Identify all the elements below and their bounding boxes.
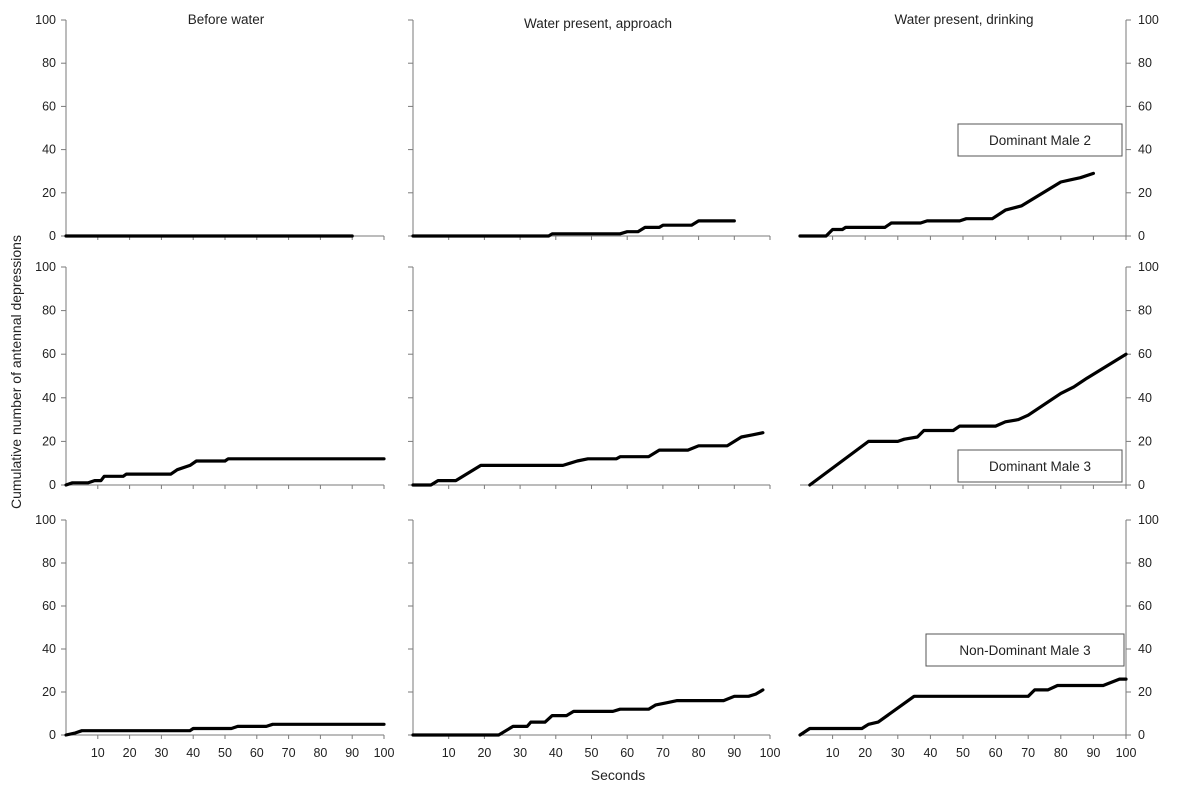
- x-tick-label: 70: [656, 746, 670, 760]
- legend-box-dominant-male-2: Dominant Male 2: [957, 123, 1123, 157]
- x-tick-label: 90: [345, 746, 359, 760]
- x-tick-label: 60: [989, 746, 1003, 760]
- y-tick-label: 80: [42, 556, 56, 570]
- x-tick-label: 90: [727, 746, 741, 760]
- y-tick-label: 100: [1138, 13, 1159, 27]
- x-tick-label: 20: [477, 746, 491, 760]
- y-tick-label: 60: [1138, 347, 1152, 361]
- x-tick-label: 60: [620, 746, 634, 760]
- x-tick-label: 70: [282, 746, 296, 760]
- x-tick-label: 10: [826, 746, 840, 760]
- panel-r1-c2: 0 20 40 60 80 100: [800, 260, 1159, 492]
- y-axis-label: Cumulative number of antennal depression…: [8, 235, 24, 509]
- x-tick-label: 40: [923, 746, 937, 760]
- legend-box-dominant-male-3: Dominant Male 3: [957, 449, 1123, 483]
- x-tick-label: 80: [1054, 746, 1068, 760]
- y-tick-label: 60: [1138, 99, 1152, 113]
- x-tick-label: 100: [374, 746, 395, 760]
- y-tick-label: 20: [1138, 186, 1152, 200]
- y-tick-label: 20: [42, 685, 56, 699]
- y-tick-label: 40: [42, 391, 56, 405]
- panel-r2-c1: 10 20 30 40 50 60 70 80 90 100: [408, 519, 781, 760]
- series-line: [808, 352, 1128, 487]
- legend-text-non-dominant-male-3: Non-Dominant Male 3: [959, 643, 1090, 658]
- y-tick-label: 60: [1138, 599, 1152, 613]
- series-line: [411, 431, 765, 487]
- x-tick-label: 20: [123, 746, 137, 760]
- x-tick-label: 40: [549, 746, 563, 760]
- y-tick-label: 0: [49, 478, 56, 492]
- y-tick-label: 40: [42, 642, 56, 656]
- x-tick-label: 60: [250, 746, 264, 760]
- y-tick-label: 80: [1138, 556, 1152, 570]
- y-tick-label: 60: [42, 347, 56, 361]
- x-tick-label: 10: [91, 746, 105, 760]
- x-tick-label: 50: [956, 746, 970, 760]
- y-tick-label: 60: [42, 599, 56, 613]
- y-tick-label: 80: [1138, 304, 1152, 318]
- y-tick-label: 0: [1138, 229, 1145, 243]
- x-tick-label: 100: [1116, 746, 1137, 760]
- x-tick-label: 80: [692, 746, 706, 760]
- column-title-drinking: Water present, drinking: [894, 12, 1033, 27]
- series-line: [64, 457, 386, 487]
- y-tick-label: 0: [1138, 728, 1145, 742]
- y-tick-label: 40: [42, 143, 56, 157]
- panel-r1-c1: [408, 266, 771, 489]
- column-title-before-water: Before water: [188, 12, 265, 27]
- legend-box-non-dominant-male-3: Non-Dominant Male 3: [925, 633, 1125, 667]
- series-line: [798, 677, 1128, 737]
- y-tick-label: 0: [1138, 478, 1145, 492]
- x-tick-label: 20: [858, 746, 872, 760]
- y-tick-label: 20: [42, 434, 56, 448]
- panel-r0-c2: 0 20 40 60 80 100: [798, 13, 1159, 243]
- x-tick-label: 90: [1086, 746, 1100, 760]
- y-tick-label: 40: [1138, 143, 1152, 157]
- series-line: [411, 219, 736, 238]
- x-tick-label: 50: [585, 746, 599, 760]
- y-tick-label: 0: [49, 229, 56, 243]
- y-tick-label: 80: [42, 56, 56, 70]
- y-tick-label: 20: [1138, 685, 1152, 699]
- x-tick-label: 30: [513, 746, 527, 760]
- y-tick-label: 40: [1138, 642, 1152, 656]
- panel-r0-c0: 0 20 40 60 80 100: [35, 13, 385, 243]
- column-title-approach: Water present, approach: [524, 16, 672, 31]
- x-tick-label: 100: [760, 746, 781, 760]
- series-line: [411, 688, 765, 737]
- x-tick-label: 40: [186, 746, 200, 760]
- y-tick-label: 0: [49, 728, 56, 742]
- y-tick-label: 100: [1138, 513, 1159, 527]
- y-tick-label: 80: [1138, 56, 1152, 70]
- x-axis-label: Seconds: [591, 767, 645, 783]
- panel-r2-c0: 10 20 30 40 50 60 70 80 90 100 0 20 40 60 80 100: [35, 513, 394, 760]
- x-tick-label: 50: [218, 746, 232, 760]
- y-tick-label: 60: [42, 99, 56, 113]
- y-tick-label: 80: [42, 304, 56, 318]
- legend-text-dominant-male-3: Dominant Male 3: [989, 459, 1091, 474]
- panel-r1-c0: 0 20 40 60 80 100: [35, 260, 386, 492]
- x-tick-label: 30: [154, 746, 168, 760]
- x-tick-label: 70: [1021, 746, 1035, 760]
- y-tick-label: 100: [35, 513, 56, 527]
- panel-layer: 0204060801000204060801000204060801000204…: [35, 13, 1159, 760]
- legend-text-dominant-male-2: Dominant Male 2: [989, 133, 1091, 148]
- y-tick-label: 100: [1138, 260, 1159, 274]
- y-tick-label: 20: [1138, 434, 1152, 448]
- x-tick-label: 10: [442, 746, 456, 760]
- series-line: [798, 171, 1096, 238]
- series-line: [64, 722, 386, 737]
- y-tick-label: 20: [42, 186, 56, 200]
- panel-r0-c1: [408, 19, 771, 240]
- y-tick-label: 100: [35, 13, 56, 27]
- x-tick-label: 30: [891, 746, 905, 760]
- y-tick-label: 100: [35, 260, 56, 274]
- y-tick-label: 40: [1138, 391, 1152, 405]
- x-tick-label: 80: [313, 746, 327, 760]
